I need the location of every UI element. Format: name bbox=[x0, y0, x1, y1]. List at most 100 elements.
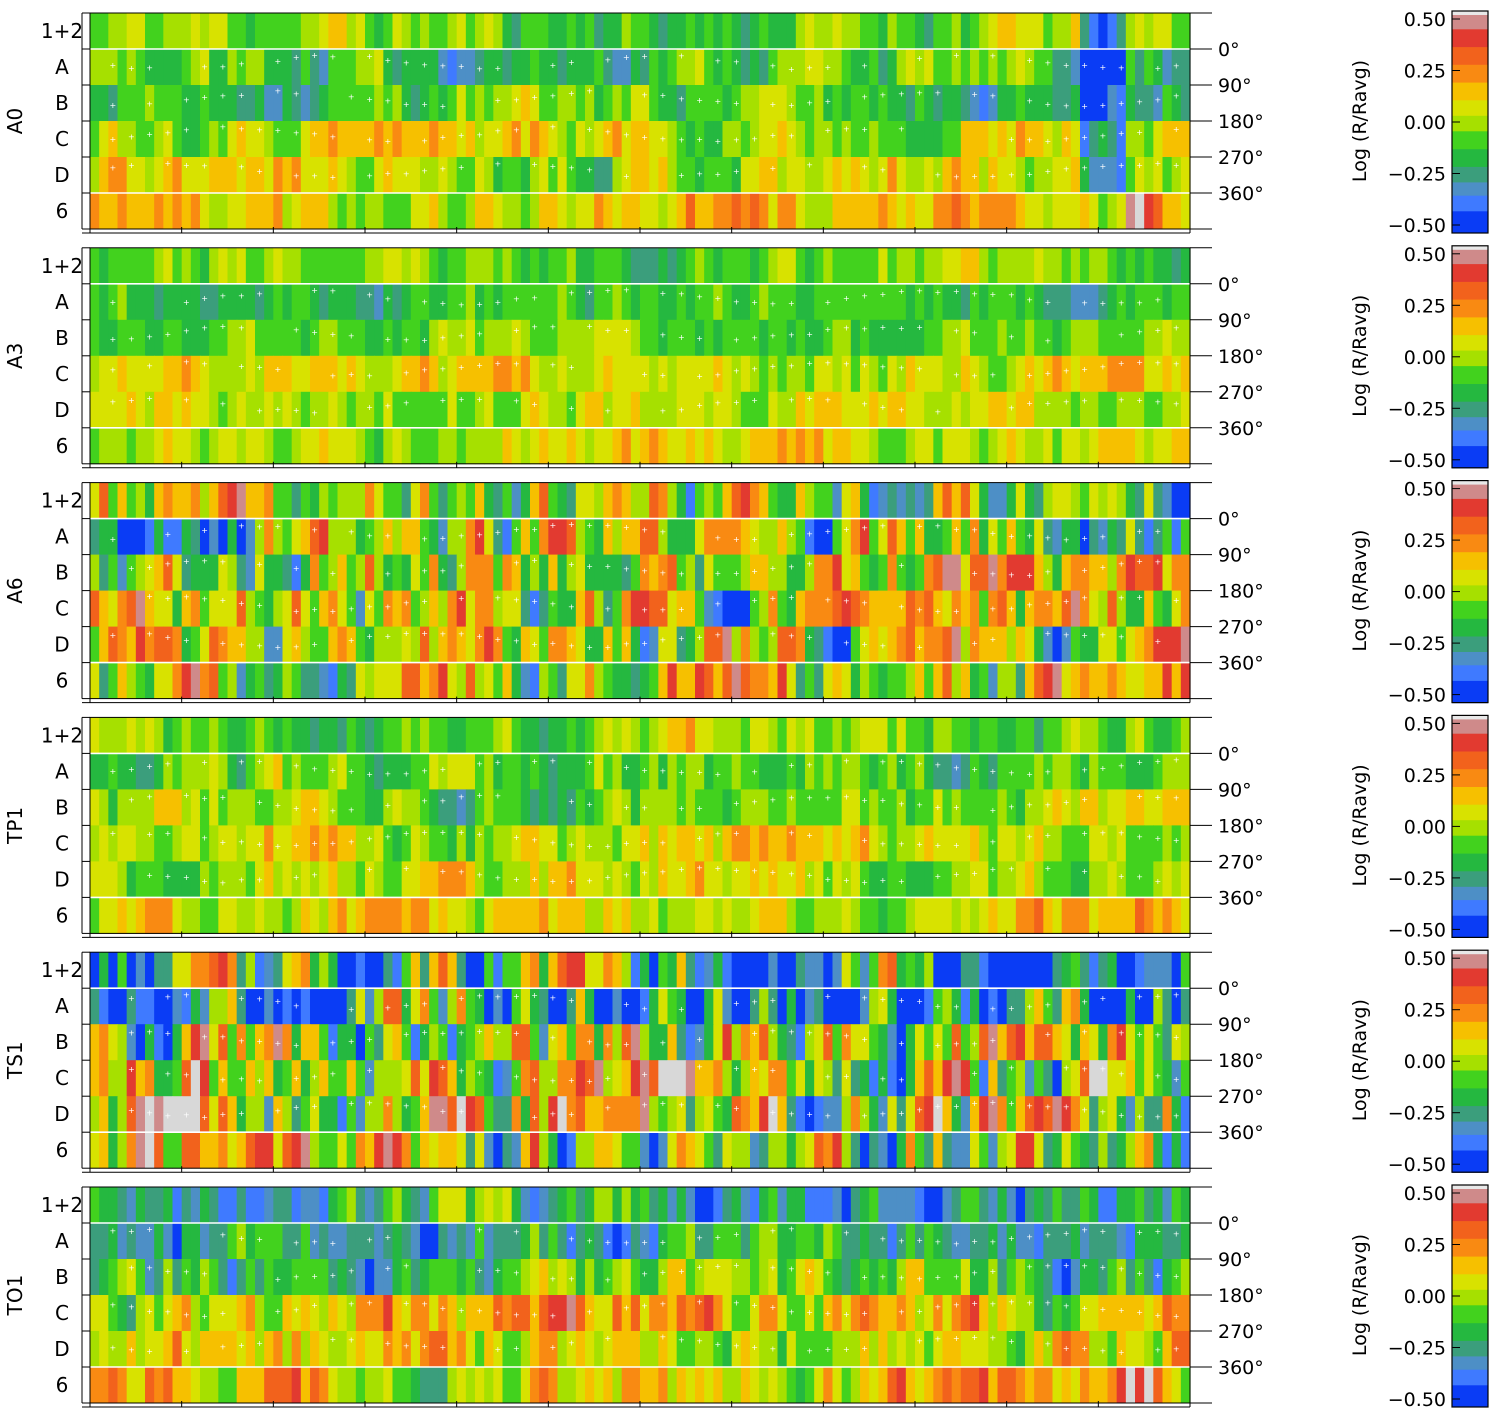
heatmap-cell bbox=[942, 1024, 953, 1061]
heatmap-cell bbox=[218, 897, 229, 934]
marker-plus: + bbox=[531, 597, 538, 606]
heatmap-cell bbox=[887, 1096, 898, 1133]
heatmap-cell bbox=[420, 13, 430, 50]
heatmap-cell bbox=[1025, 590, 1035, 627]
heatmap-cell bbox=[713, 157, 724, 194]
heatmap-cell bbox=[997, 1060, 1008, 1097]
heatmap-cell bbox=[493, 1060, 504, 1097]
heatmap-cell bbox=[264, 1132, 274, 1169]
heatmap-cell bbox=[300, 85, 311, 122]
marker-plus: + bbox=[220, 838, 227, 847]
heatmap-cell bbox=[960, 121, 971, 158]
heatmap-cell bbox=[108, 662, 119, 699]
heatmap-cell bbox=[236, 518, 247, 555]
colorbar-tick-label: −0.50 bbox=[1388, 450, 1446, 472]
marker-plus: + bbox=[715, 569, 722, 578]
heatmap-cell bbox=[860, 427, 870, 465]
marker-plus: + bbox=[348, 1005, 355, 1014]
heatmap-cell bbox=[520, 662, 531, 699]
heatmap-cell bbox=[1116, 1132, 1127, 1169]
heatmap-cell bbox=[456, 554, 467, 591]
heatmap-cell bbox=[1052, 319, 1063, 357]
heatmap-cell bbox=[328, 247, 339, 285]
heatmap-cell bbox=[878, 193, 889, 230]
colorbar-tick-label: 0.00 bbox=[1404, 112, 1446, 134]
heatmap-cell bbox=[566, 861, 577, 898]
heatmap-cell bbox=[410, 1132, 421, 1169]
heatmap-cell bbox=[997, 121, 1008, 158]
heatmap-cell bbox=[805, 626, 815, 663]
heatmap-cell bbox=[1015, 157, 1026, 194]
heatmap-cell bbox=[163, 1223, 174, 1260]
marker-plus: + bbox=[146, 563, 153, 572]
heatmap-cell bbox=[300, 590, 311, 627]
heatmap-cell bbox=[841, 753, 852, 790]
heatmap-cell bbox=[575, 753, 586, 790]
heatmap-cell bbox=[154, 897, 164, 934]
heatmap-cell bbox=[135, 85, 146, 122]
heatmap-cell bbox=[90, 1096, 100, 1133]
heatmap-cell bbox=[667, 391, 678, 429]
heatmap-cell bbox=[841, 1096, 852, 1133]
marker-plus: + bbox=[825, 395, 832, 404]
marker-plus: + bbox=[146, 793, 153, 802]
heatmap-cell bbox=[621, 789, 632, 826]
heatmap-cell bbox=[832, 121, 843, 158]
marker-plus: + bbox=[678, 634, 685, 643]
heatmap-cell bbox=[823, 825, 834, 862]
heatmap-cell bbox=[273, 554, 284, 591]
heatmap-cell bbox=[135, 789, 146, 826]
heatmap-cell bbox=[392, 952, 403, 989]
heatmap-cell bbox=[465, 85, 476, 122]
heatmap-cell bbox=[502, 482, 513, 519]
marker-plus: + bbox=[385, 1004, 392, 1013]
heatmap-cell bbox=[731, 789, 742, 826]
heatmap-cell bbox=[759, 590, 769, 627]
heatmap-cell bbox=[970, 247, 980, 285]
marker-plus: + bbox=[458, 62, 465, 71]
heatmap-cell bbox=[988, 952, 999, 989]
heatmap-cell bbox=[245, 319, 256, 357]
heatmap-cell bbox=[392, 49, 403, 86]
heatmap-cell bbox=[759, 518, 769, 555]
heatmap-cell bbox=[970, 952, 980, 989]
heatmap-cell bbox=[1043, 789, 1054, 826]
heatmap-cell bbox=[1162, 247, 1173, 285]
heatmap-cell bbox=[740, 319, 751, 357]
colorbar-band bbox=[1452, 82, 1488, 101]
heatmap-cell bbox=[365, 626, 375, 663]
marker-plus: + bbox=[1155, 992, 1162, 1001]
marker-plus: + bbox=[1045, 298, 1052, 307]
heatmap-cell bbox=[1080, 355, 1090, 393]
heatmap-cell bbox=[566, 1024, 577, 1061]
heatmap-cell bbox=[227, 355, 238, 393]
heatmap-cell bbox=[410, 554, 421, 591]
marker-plus: + bbox=[256, 1077, 263, 1086]
heatmap-cell bbox=[988, 283, 999, 321]
heatmap-cell bbox=[365, 319, 375, 357]
marker-plus: + bbox=[715, 770, 722, 779]
heatmap-cell bbox=[282, 427, 293, 465]
marker-plus: + bbox=[220, 1033, 227, 1042]
heatmap-cell bbox=[90, 554, 100, 591]
heatmap-cell bbox=[869, 518, 879, 555]
marker-plus: + bbox=[238, 291, 245, 300]
heatmap-cell bbox=[1180, 85, 1191, 122]
heatmap-cell bbox=[172, 427, 183, 465]
heatmap-cell bbox=[841, 13, 852, 50]
marker-plus: + bbox=[1173, 794, 1180, 803]
heatmap-cell bbox=[355, 861, 366, 898]
heatmap-cell bbox=[1125, 626, 1136, 663]
heatmap-cell bbox=[878, 391, 889, 429]
heatmap-cell bbox=[1180, 157, 1191, 194]
heatmap-cell bbox=[154, 283, 164, 321]
heatmap-cell bbox=[319, 1096, 329, 1133]
heatmap-cell bbox=[1015, 952, 1026, 989]
heatmap-cell bbox=[676, 590, 687, 627]
marker-plus: + bbox=[806, 160, 813, 169]
heatmap-cell bbox=[520, 247, 531, 285]
marker-plus: + bbox=[513, 360, 520, 369]
marker-plus: + bbox=[806, 394, 813, 403]
marker-plus: + bbox=[678, 804, 685, 813]
heatmap-cell bbox=[337, 1187, 348, 1224]
